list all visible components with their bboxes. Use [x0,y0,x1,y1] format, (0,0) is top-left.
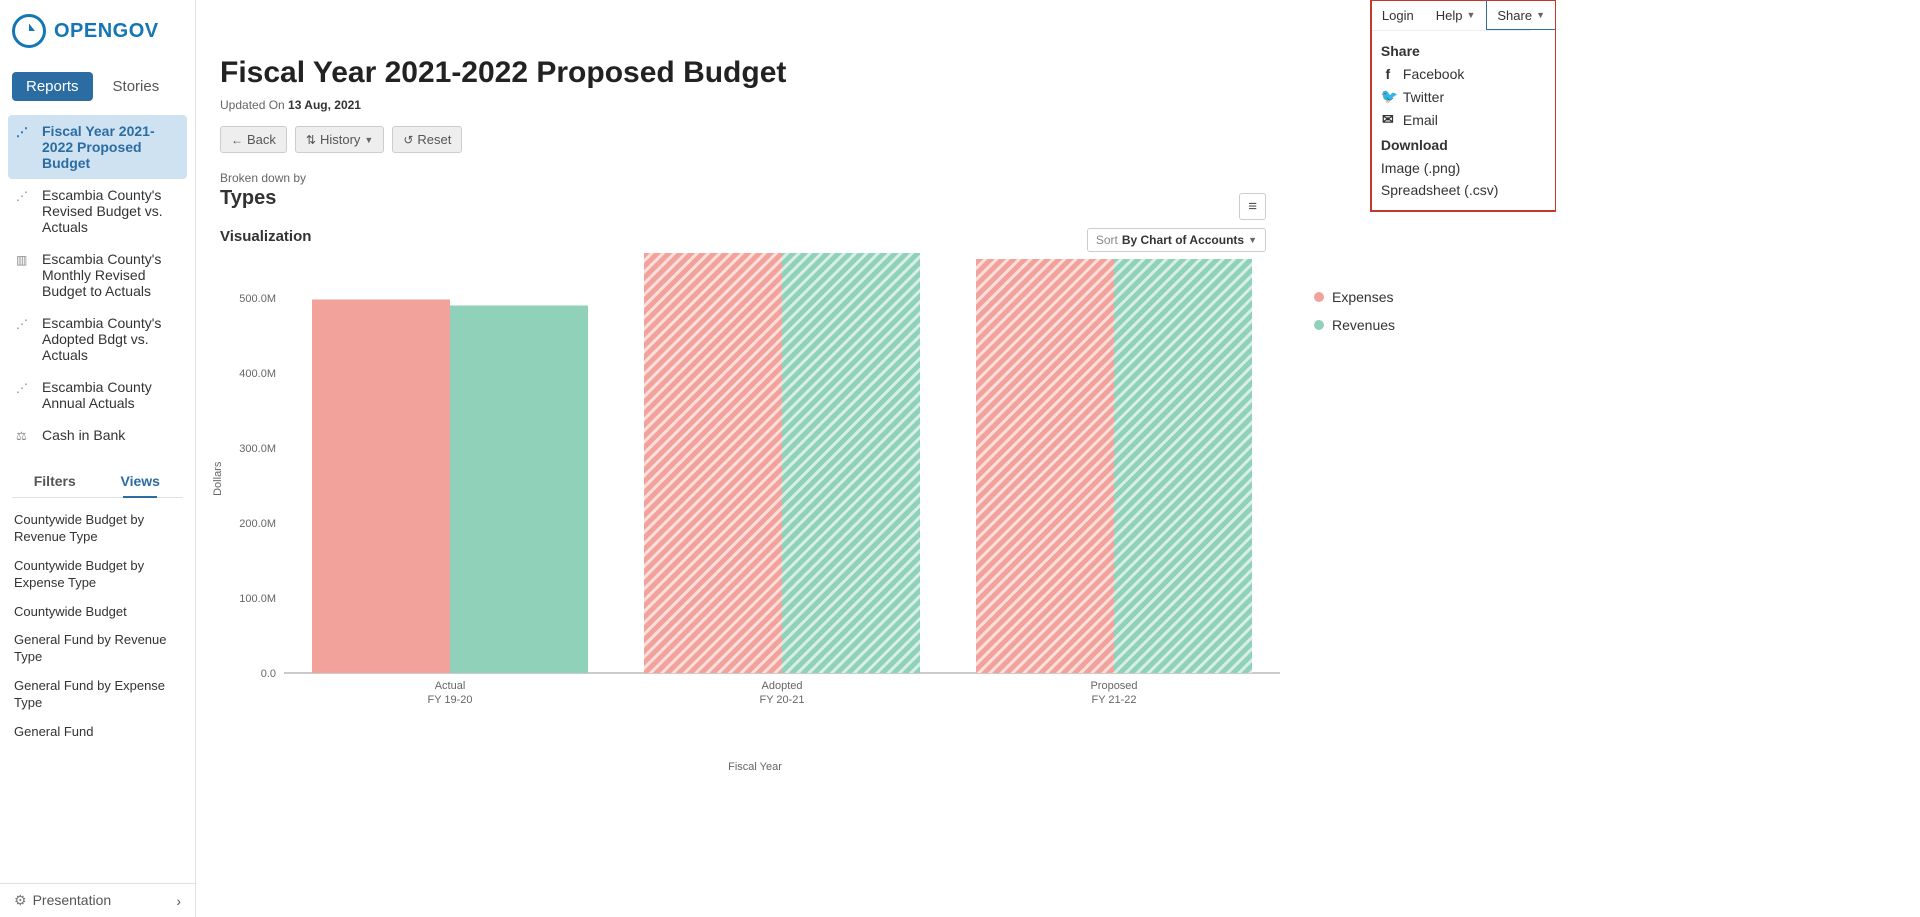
tab-reports[interactable]: Reports [12,72,93,101]
svg-text:Actual: Actual [435,680,466,692]
facebook-icon: f [1381,66,1395,82]
svg-text:Adopted: Adopted [762,680,803,692]
report-label: Fiscal Year 2021-2022 Proposed Budget [42,123,179,171]
broken-down-label: Broken down by [220,171,1556,185]
report-icon: ⚖ [16,427,34,443]
filters-views-tabs: Filters Views [12,465,183,498]
views-list: Countywide Budget by Revenue TypeCountyw… [0,498,195,755]
tab-stories[interactable]: Stories [99,72,174,101]
tab-filters[interactable]: Filters [12,465,98,497]
download-csv[interactable]: Spreadsheet (.csv) [1381,179,1521,201]
chart-style-button[interactable]: ≡ [1239,193,1266,220]
sort-button[interactable]: Sort By Chart of Accounts ▼ [1087,228,1266,252]
y-axis-label: Dollars [212,462,224,496]
legend-dot [1314,320,1324,330]
svg-text:100.0M: 100.0M [239,593,276,605]
x-axis-label: Fiscal Year [220,761,1290,773]
top-bar: Login Help▼ Share▼ Share fFacebook 🐦Twit… [1371,0,1556,211]
logo[interactable]: OPENGOV [0,0,195,54]
caret-down-icon: ▼ [1536,10,1545,20]
chart: ≡ Sort By Chart of Accounts ▼ 0.0100.0M2… [220,253,1290,773]
share-panel: Share fFacebook 🐦Twitter ✉Email Download… [1371,30,1531,211]
report-label: Escambia County's Adopted Bdgt vs. Actua… [42,315,179,363]
sidebar-report-item[interactable]: ▥ Escambia County's Monthly Revised Budge… [8,243,187,307]
tab-views[interactable]: Views [98,465,184,497]
svg-text:FY 20-21: FY 20-21 [759,694,804,706]
report-icon: ⋰ [16,315,34,331]
reset-button[interactable]: ↺Reset [392,126,462,153]
sidebar-report-item[interactable]: ⚖ Cash in Bank [8,419,187,451]
sidebar-report-item[interactable]: ⋰ Escambia County Annual Actuals [8,371,187,419]
svg-text:FY 21-22: FY 21-22 [1091,694,1136,706]
svg-text:300.0M: 300.0M [239,443,276,455]
toolbar: ←Back ⇅History▼ ↺Reset [220,126,1556,153]
report-icon: ⋰ [16,123,34,139]
svg-text:FY 19-20: FY 19-20 [427,694,472,706]
legend-revenues[interactable]: Revenues [1314,311,1395,339]
login-button[interactable]: Login [1371,0,1425,30]
chart-svg: 0.0 100.0M 200.0M 300.0M 400.0M 500.0M Actual F… [220,253,1290,733]
sidebar-tabs: Reports Stories [0,54,195,111]
legend: Expenses Revenues [1314,283,1395,773]
presentation-label: Presentation [33,892,112,908]
visualization-label: Visualization [220,228,1556,245]
logo-text: OPENGOV [54,20,159,43]
report-label: Escambia County's Monthly Revised Budget… [42,251,179,299]
view-item[interactable]: Countywide Budget [14,598,181,627]
view-item[interactable]: General Fund [14,718,181,747]
sidebar-report-item[interactable]: ⋰ Fiscal Year 2021-2022 Proposed Budget [8,115,187,179]
download-image[interactable]: Image (.png) [1381,157,1521,179]
legend-expenses[interactable]: Expenses [1314,283,1395,311]
back-button[interactable]: ←Back [220,126,287,153]
gear-icon: ⚙ [14,892,27,908]
report-label: Cash in Bank [42,427,125,443]
twitter-icon: 🐦 [1381,88,1395,105]
share-button[interactable]: Share▼ [1486,0,1556,30]
report-label: Escambia County's Revised Budget vs. Act… [42,187,179,235]
sidebar-report-item[interactable]: ⋰ Escambia County's Adopted Bdgt vs. Actu… [8,307,187,371]
share-header: Share [1381,43,1521,59]
sidebar: OPENGOV Reports Stories ⋰ Fiscal Year 202… [0,0,196,917]
caret-down-icon: ▼ [364,135,373,145]
broken-down-value: Types [220,187,1556,210]
share-facebook[interactable]: fFacebook [1381,63,1521,85]
report-icon: ⋰ [16,379,34,395]
main: Login Help▼ Share▼ Share fFacebook 🐦Twit… [196,0,1556,917]
svg-text:Proposed: Proposed [1090,680,1137,692]
page-title: Fiscal Year 2021-2022 Proposed Budget [220,56,1556,90]
caret-down-icon: ▼ [1248,235,1257,245]
svg-text:200.0M: 200.0M [239,518,276,530]
updated-on: Updated On 13 Aug, 2021 [220,98,1556,112]
help-button[interactable]: Help▼ [1425,0,1487,30]
history-icon: ⇅ [306,133,316,147]
view-item[interactable]: General Fund by Expense Type [14,672,181,718]
reports-list: ⋰ Fiscal Year 2021-2022 Proposed Budget ⋰ E… [0,111,195,455]
view-item[interactable]: Countywide Budget by Revenue Type [14,506,181,552]
chevron-right-icon: › [176,893,181,909]
caret-down-icon: ▼ [1466,10,1475,20]
reset-icon: ↺ [403,133,413,147]
history-button[interactable]: ⇅History▼ [295,126,384,153]
email-icon: ✉ [1381,111,1395,128]
svg-text:400.0M: 400.0M [239,368,276,380]
logo-icon [12,14,46,48]
arrow-left-icon: ← [231,133,243,147]
presentation-button[interactable]: ⚙ Presentation › [0,883,195,917]
download-header: Download [1381,137,1521,153]
share-email[interactable]: ✉Email [1381,108,1521,131]
legend-dot [1314,292,1324,302]
report-label: Escambia County Annual Actuals [42,379,179,411]
share-twitter[interactable]: 🐦Twitter [1381,85,1521,108]
view-item[interactable]: General Fund by Revenue Type [14,626,181,672]
report-icon: ▥ [16,251,34,267]
view-item[interactable]: Countywide Budget by Expense Type [14,552,181,598]
svg-text:0.0: 0.0 [261,668,276,680]
sidebar-report-item[interactable]: ⋰ Escambia County's Revised Budget vs. Ac… [8,179,187,243]
svg-text:500.0M: 500.0M [239,293,276,305]
report-icon: ⋰ [16,187,34,203]
